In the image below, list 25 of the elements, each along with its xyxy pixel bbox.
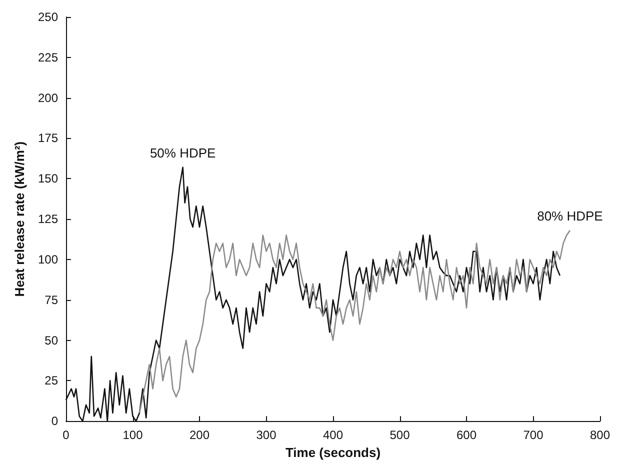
x-tick-label: 500 (390, 428, 410, 442)
x-axis-title: Time (seconds) (285, 445, 381, 460)
x-tick-label: 0 (62, 428, 70, 442)
y-tick-label: 50 (44, 333, 58, 348)
y-tick-label: 0 (51, 414, 58, 428)
y-tick-label: 250 (38, 10, 58, 24)
y-tick-label: 150 (38, 172, 58, 186)
y-tick-label: 225 (38, 50, 58, 64)
x-tick-label: 700 (523, 428, 544, 442)
y-tick-label: 100 (38, 252, 58, 266)
line-series (138, 230, 571, 414)
x-tick-label: 200 (189, 428, 210, 442)
y-axis-title: Heat release rate (kW/m²) (12, 141, 27, 297)
x-tick-label: 400 (322, 428, 344, 442)
y-tick-label: 125 (38, 212, 58, 226)
series-label: 50% HDPE (150, 145, 216, 160)
series-label: 80% HDPE (537, 208, 604, 224)
x-tick-label: 100 (122, 428, 144, 442)
y-tick-label: 75 (44, 292, 58, 307)
y-tick-label: 200 (38, 90, 58, 105)
x-tick-label: 600 (456, 428, 477, 442)
y-tick-label: 175 (38, 131, 58, 146)
x-tick-label: 800 (590, 428, 610, 442)
y-tick-label: 25 (44, 374, 58, 388)
x-tick-label: 300 (256, 428, 277, 442)
